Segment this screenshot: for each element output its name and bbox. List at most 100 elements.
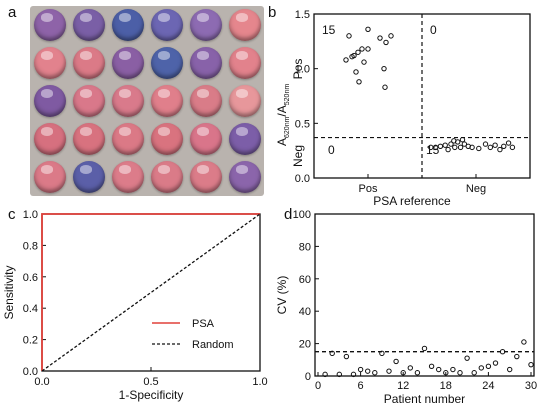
data-point-pos bbox=[353, 69, 359, 75]
plate-well bbox=[33, 123, 66, 155]
data-point bbox=[471, 370, 477, 376]
data-point bbox=[379, 350, 385, 357]
side-label-neg: Neg bbox=[291, 145, 305, 167]
x-axis-label: Patient number bbox=[384, 392, 465, 406]
data-point bbox=[400, 370, 406, 376]
x-tick-label: 24 bbox=[482, 380, 494, 392]
y-tick-label: 1.0 bbox=[23, 209, 38, 221]
y-axis-label: A620nm/A520nm bbox=[275, 84, 291, 146]
plate-well bbox=[72, 85, 105, 117]
plate-well bbox=[111, 9, 144, 41]
x-tick-label: 30 bbox=[525, 380, 537, 392]
data-point-neg bbox=[497, 146, 503, 153]
data-point bbox=[464, 355, 470, 361]
data-point bbox=[386, 368, 392, 374]
plate-well bbox=[33, 85, 66, 117]
data-point-pos bbox=[377, 35, 383, 41]
plate-well bbox=[111, 47, 144, 79]
data-point bbox=[414, 370, 421, 376]
data-point-neg bbox=[476, 145, 482, 152]
data-point-pos bbox=[388, 33, 394, 39]
x-tick-label: 18 bbox=[440, 380, 452, 392]
plate-well bbox=[72, 123, 105, 155]
plate-well bbox=[228, 123, 261, 155]
plot-frame bbox=[314, 213, 535, 377]
data-point bbox=[485, 363, 492, 369]
x-tick-label: 12 bbox=[397, 380, 409, 392]
x-axis-label: 1-Specificity bbox=[119, 388, 184, 402]
data-point bbox=[528, 361, 534, 368]
y-tick-label: 1.0 bbox=[295, 64, 310, 76]
data-point-pos bbox=[382, 84, 388, 90]
y-axis-label: Sensitivity bbox=[2, 265, 16, 319]
plate-well bbox=[33, 161, 66, 193]
plate-well bbox=[72, 161, 105, 193]
data-point-neg bbox=[442, 142, 448, 148]
data-point bbox=[436, 366, 442, 373]
y-tick-label: 60 bbox=[299, 274, 311, 286]
data-point bbox=[457, 370, 463, 376]
x-tick-label: 0 bbox=[315, 380, 321, 392]
data-point bbox=[507, 366, 513, 373]
x-tick-label: Neg bbox=[466, 183, 486, 195]
data-point-neg bbox=[457, 144, 464, 151]
count-top-right: 0 bbox=[430, 23, 437, 37]
y-tick-label: 0.4 bbox=[23, 303, 38, 315]
y-tick-label: 0.8 bbox=[23, 240, 38, 252]
plate-well bbox=[189, 47, 222, 79]
y-tick-label: 0.0 bbox=[295, 173, 310, 185]
plate-well bbox=[72, 9, 105, 41]
panel-a-label: a bbox=[8, 4, 17, 21]
data-point bbox=[421, 345, 428, 352]
plate-well bbox=[228, 47, 261, 79]
data-point bbox=[350, 371, 357, 378]
count-top-left: 15 bbox=[322, 23, 336, 37]
data-point-pos bbox=[346, 33, 352, 39]
plate-well bbox=[72, 47, 105, 79]
plate-well bbox=[33, 47, 66, 79]
panel-d-label: d bbox=[284, 206, 293, 223]
plate-well bbox=[228, 9, 261, 41]
count-bottom-right: 15 bbox=[426, 143, 440, 157]
data-point bbox=[322, 371, 328, 378]
y-tick-label: 40 bbox=[299, 306, 311, 318]
legend-label: PSA bbox=[192, 318, 215, 330]
data-point-neg bbox=[448, 141, 454, 147]
data-point-neg bbox=[505, 140, 512, 146]
legend-label: Random bbox=[192, 339, 234, 351]
data-point bbox=[407, 365, 413, 371]
data-point-neg bbox=[487, 144, 494, 151]
y-tick-label: 0.5 bbox=[295, 118, 310, 130]
plate-well bbox=[189, 123, 222, 155]
x-tick-label: 0.5 bbox=[143, 376, 158, 388]
data-point bbox=[336, 371, 342, 378]
data-point-neg bbox=[445, 146, 451, 153]
data-point-pos bbox=[365, 26, 371, 33]
plate-well bbox=[150, 9, 183, 41]
data-point bbox=[492, 360, 499, 366]
x-tick-label: Pos bbox=[359, 183, 378, 195]
data-point-neg bbox=[482, 141, 489, 147]
data-point-neg bbox=[437, 143, 444, 149]
y-tick-label: 80 bbox=[299, 241, 311, 253]
series-line-psa bbox=[41, 213, 260, 371]
x-axis-label: PSA reference bbox=[373, 194, 451, 208]
data-point-pos bbox=[349, 53, 355, 60]
plate-well bbox=[228, 161, 261, 193]
data-point bbox=[365, 368, 371, 374]
data-point bbox=[357, 366, 364, 373]
data-point-neg bbox=[501, 143, 507, 149]
data-point bbox=[514, 353, 520, 360]
data-point-pos bbox=[359, 46, 365, 52]
data-point-neg bbox=[469, 144, 475, 151]
plate-well bbox=[33, 9, 66, 41]
data-point-neg bbox=[451, 138, 457, 144]
data-point-neg bbox=[459, 137, 466, 143]
data-point bbox=[329, 350, 335, 357]
data-point-pos bbox=[343, 57, 349, 63]
data-point bbox=[521, 339, 527, 345]
plate-well bbox=[189, 9, 222, 41]
